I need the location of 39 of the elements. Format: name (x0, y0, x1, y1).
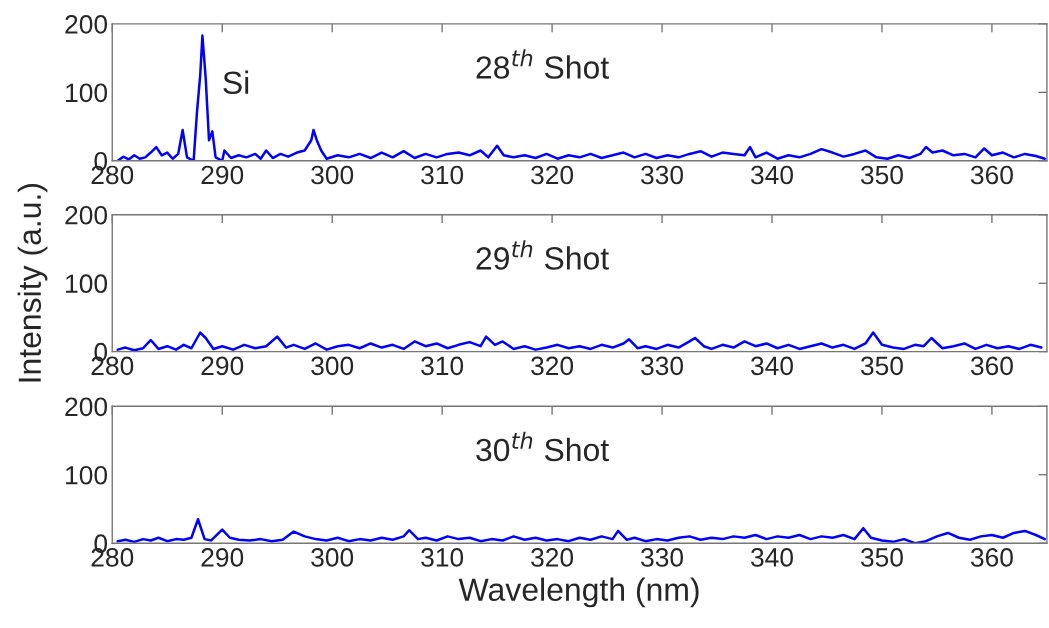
y-tick-label: 100 (66, 274, 108, 294)
x-tick-label: 290 (201, 356, 244, 376)
x-tick-label: 360 (970, 548, 1013, 567)
x-tick-label: 340 (751, 165, 793, 185)
line-series (116, 34, 1046, 161)
annotation: Si (223, 70, 249, 95)
x-axis-title: Wavelength (nm) (458, 577, 699, 608)
line-series (116, 331, 1043, 352)
x-tick-label: 310 (421, 356, 464, 376)
x-tick-label: 320 (531, 165, 574, 185)
annotation: 29$^{th}$ Shot (476, 240, 609, 270)
x-tick-label: 330 (641, 548, 684, 567)
x-tick-label: 290 (201, 165, 244, 185)
x-tick-label: 310 (421, 548, 464, 567)
annotation: 28$^{th}$ Shot (476, 49, 609, 79)
x-tick-label: 350 (860, 165, 903, 185)
x-tick-label: 310 (421, 165, 464, 185)
x-tick-label: 300 (311, 165, 354, 185)
x-tick-label: 330 (641, 356, 684, 376)
x-tick-label: 330 (641, 165, 684, 185)
x-tick-label: 320 (531, 356, 574, 376)
x-tick-label: 360 (970, 356, 1013, 376)
x-tick-label: 340 (751, 356, 793, 376)
x-tick-label: 290 (201, 548, 244, 567)
line-series (116, 518, 1046, 544)
x-tick-label: 360 (970, 165, 1013, 185)
x-tick-label: 340 (751, 548, 793, 567)
x-tick-label: 350 (860, 356, 903, 376)
y-tick-label: 200 (65, 15, 108, 34)
x-tick-label: 300 (311, 356, 354, 376)
y-axis-title: Intensity (a.u.) (17, 184, 48, 382)
annotation: 30$^{th}$ Shot (476, 431, 609, 462)
y-tick-label: 200 (65, 397, 108, 417)
x-tick-label: 350 (860, 548, 903, 567)
y-tick-label: 100 (66, 83, 108, 103)
x-tick-label: 320 (531, 548, 574, 567)
y-tick-label: 200 (65, 205, 108, 225)
x-tick-label: 300 (311, 548, 354, 567)
y-tick-label: 100 (66, 465, 108, 485)
